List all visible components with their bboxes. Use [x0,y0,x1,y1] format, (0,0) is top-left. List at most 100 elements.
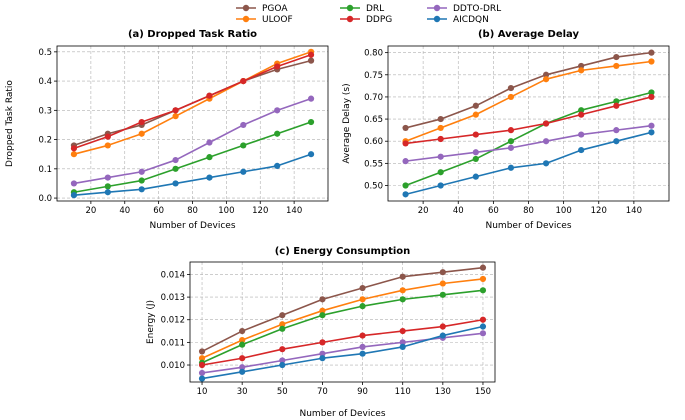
data-point-ddpg-150 [648,93,655,101]
data-point-aicdqn-30 [239,368,246,375]
data-point-ddto-drl-110 [399,339,406,346]
x-tick-label-140: 140 [626,206,642,216]
data-point-drl-150 [479,287,487,294]
x-tick-label-50: 50 [277,387,288,397]
data-point-drl-110 [240,142,247,149]
data-point-ddto-drl-90 [542,138,550,145]
data-point-aicdqn-110 [240,168,247,175]
data-point-aicdqn-30 [437,182,444,189]
x-tick-label-150: 150 [475,387,491,397]
data-point-drl-110 [578,107,585,114]
x-tick-label-80: 80 [187,206,198,216]
x-axis: 20 40 60 80 100 120 140 [85,201,302,216]
series-uloof [402,58,655,145]
y-tick-label-0.013: 0.013 [161,293,185,303]
data-point-ddpg-70 [172,107,179,114]
data-point-uloof-50 [138,130,145,137]
data-point-aicdqn-50 [138,186,145,193]
x-tick-label-10: 10 [197,387,208,397]
data-point-drl-150 [648,89,655,96]
y-tick-label-0.55: 0.55 [364,159,383,169]
series-ddto-drl [70,95,315,187]
x-tick-label-40: 40 [453,206,464,216]
data-point-ddto-drl-150 [648,122,655,129]
data-point-ddto-drl-30 [104,174,111,181]
y-tick-label-0.014: 0.014 [161,270,185,280]
data-point-uloof-30 [104,142,111,149]
chart-energy-consumption: (c) Energy Consumption 10 30 50 70 90 110 130 15… [146,246,496,419]
x-tick-label-60: 60 [153,206,164,216]
data-point-drl-130 [613,98,620,105]
plot-frame [189,261,496,383]
data-point-uloof-50 [472,111,479,118]
x-tick-label-60: 60 [488,206,499,216]
data-point-ddpg-130 [274,63,281,70]
data-point-uloof-70 [319,307,326,314]
series-line-ddto-drl [201,332,484,374]
y-tick-label-0.50: 0.50 [364,182,383,192]
series-ddpg [198,316,487,369]
grid [57,46,328,201]
data-point-ddto-drl-10 [402,158,409,165]
data-point-ddto-drl-110 [578,131,585,138]
data-point-ddpg-30 [104,133,111,140]
data-point-uloof-110 [578,67,585,74]
data-point-ddpg-130 [613,102,620,109]
series-line-ddpg [73,54,312,150]
data-point-aicdqn-10 [70,192,78,199]
data-point-uloof-30 [239,337,246,344]
data-point-ddto-drl-50 [138,168,145,175]
series-line-aicdqn [73,153,312,196]
y-tick-label-0.1: 0.1 [38,165,52,175]
data-point-ddto-drl-70 [319,350,326,357]
x-axis: 10 30 50 70 90 110 130 150 [197,382,491,397]
data-point-uloof-90 [359,296,366,303]
data-point-pgoa-130 [613,53,620,61]
data-point-drl-30 [239,341,246,348]
x-tick-label-80: 80 [523,206,534,216]
legend-marker-drl [346,4,354,12]
y-tick-label-0.4: 0.4 [38,77,52,87]
legend-marker-ddpg [346,15,354,23]
data-point-ddpg-30 [239,355,246,362]
data-point-ddpg-110 [399,327,406,335]
data-point-ddpg-10 [402,140,409,147]
y-tick-label-0.010: 0.010 [161,361,185,371]
data-point-uloof-50 [279,321,286,328]
series-line-ddto-drl [405,124,652,162]
legend-item-uloof: ULOOF [236,15,293,25]
series-aicdqn [402,129,655,198]
series-line-uloof [201,278,484,359]
x-tick-label-130: 130 [435,387,451,397]
x-tick-label-110: 110 [395,387,411,397]
data-point-drl-50 [279,325,286,332]
y-axis: 0.010 0.011 0.012 0.013 0.014 [161,270,190,371]
legend-marker-aicdqn [433,15,441,23]
data-point-pgoa-90 [542,71,550,78]
x-tick-label-120: 120 [591,206,607,216]
data-point-aicdqn-150 [648,129,655,136]
legend-label-uloof: ULOOF [262,15,293,25]
data-point-ddto-drl-10 [198,369,206,377]
x-axis: 20 40 60 80 100 120 140 [418,201,642,216]
data-point-uloof-110 [399,287,406,294]
data-point-aicdqn-70 [172,180,179,187]
data-point-drl-150 [307,118,315,126]
y-tick-label-0.0: 0.0 [38,194,52,204]
data-point-ddpg-150 [307,51,315,58]
data-point-ddto-drl-10 [70,180,78,187]
data-point-aicdqn-90 [359,350,366,357]
data-point-aicdqn-130 [439,332,446,339]
data-point-drl-30 [437,169,444,176]
chart-dropped-task-ratio: (a) Dropped Task Ratio 20 40 60 80 100 120 140 0… [5,29,329,231]
y-tick-label-0.75: 0.75 [364,71,383,81]
legend-item-ddpg: DDPG [340,15,392,25]
data-point-uloof-70 [507,93,515,101]
data-point-aicdqn-90 [206,174,213,181]
legend-marker-uloof [242,15,250,23]
chart-title: (b) Average Delay [478,29,580,40]
series-uloof [198,275,487,362]
data-point-ddto-drl-150 [479,330,487,337]
data-point-pgoa-10 [402,124,409,132]
